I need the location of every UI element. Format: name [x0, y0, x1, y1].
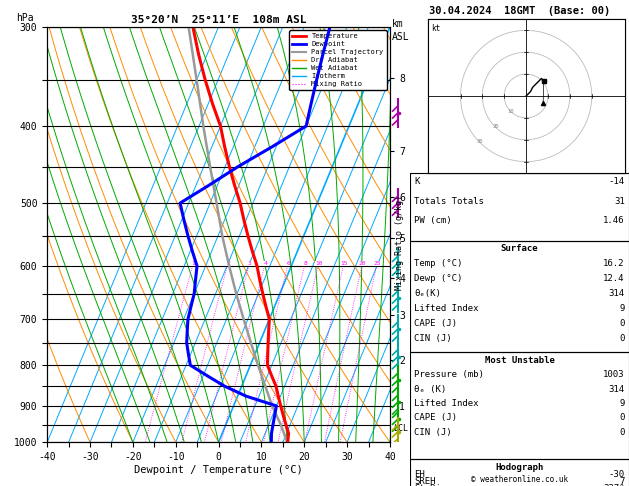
Text: Dewp (°C): Dewp (°C) [415, 274, 463, 283]
Text: SREH: SREH [415, 477, 436, 486]
Text: CIN (J): CIN (J) [415, 428, 452, 436]
Text: StmDir: StmDir [415, 484, 447, 486]
Text: 10: 10 [315, 260, 323, 265]
Text: 30: 30 [477, 139, 484, 144]
Bar [410, 352, 629, 459]
Text: kt: kt [431, 24, 441, 33]
Text: 20: 20 [493, 124, 499, 129]
Text: 31: 31 [614, 197, 625, 206]
Text: 1.46: 1.46 [603, 216, 625, 226]
Text: 20: 20 [359, 260, 366, 265]
Text: Lifted Index: Lifted Index [415, 399, 479, 408]
Text: Totals Totals: Totals Totals [415, 197, 484, 206]
Text: Pressure (mb): Pressure (mb) [415, 370, 484, 380]
Text: θₑ (K): θₑ (K) [415, 385, 447, 394]
Text: 3: 3 [248, 260, 252, 265]
Text: Most Unstable: Most Unstable [484, 356, 555, 365]
Bar [410, 173, 629, 241]
Text: 314: 314 [608, 385, 625, 394]
Text: LCL: LCL [393, 424, 408, 434]
Text: K: K [415, 177, 420, 187]
Text: 0: 0 [619, 319, 625, 328]
Text: 6: 6 [286, 260, 290, 265]
Text: Lifted Index: Lifted Index [415, 304, 479, 313]
Bar [428, 19, 625, 173]
Title: 35°20’N  25°11’E  108m ASL: 35°20’N 25°11’E 108m ASL [131, 15, 306, 25]
Text: -30: -30 [608, 470, 625, 479]
Text: 4: 4 [264, 260, 267, 265]
Text: 337°: 337° [603, 484, 625, 486]
Text: 16.2: 16.2 [603, 260, 625, 268]
Text: Hodograph: Hodograph [496, 463, 543, 472]
Text: © weatheronline.co.uk: © weatheronline.co.uk [471, 474, 568, 484]
Bar [410, 241, 629, 352]
Text: 12.4: 12.4 [603, 274, 625, 283]
X-axis label: Dewpoint / Temperature (°C): Dewpoint / Temperature (°C) [134, 465, 303, 475]
Text: km: km [392, 19, 404, 30]
Text: -14: -14 [608, 177, 625, 187]
Legend: Temperature, Dewpoint, Parcel Trajectory, Dry Adiabat, Wet Adiabat, Isotherm, Mi: Temperature, Dewpoint, Parcel Trajectory… [289, 30, 386, 90]
Text: 0: 0 [619, 334, 625, 343]
Text: Temp (°C): Temp (°C) [415, 260, 463, 268]
Text: 7: 7 [619, 477, 625, 486]
Text: 0: 0 [619, 428, 625, 436]
Text: ASL: ASL [392, 32, 409, 42]
Text: 314: 314 [608, 289, 625, 298]
Text: θₑ(K): θₑ(K) [415, 289, 442, 298]
Text: 15: 15 [340, 260, 348, 265]
Text: PW (cm): PW (cm) [415, 216, 452, 226]
Text: EH: EH [415, 470, 425, 479]
Text: 9: 9 [619, 399, 625, 408]
Text: 1: 1 [191, 260, 195, 265]
Text: 9: 9 [619, 304, 625, 313]
Text: Mixing Ratio (g/kg): Mixing Ratio (g/kg) [395, 195, 404, 291]
Text: 1003: 1003 [603, 370, 625, 380]
Text: Surface: Surface [501, 244, 538, 254]
Text: 8: 8 [303, 260, 307, 265]
Text: CIN (J): CIN (J) [415, 334, 452, 343]
Text: 0: 0 [619, 413, 625, 422]
Text: CAPE (J): CAPE (J) [415, 413, 457, 422]
Text: 25: 25 [374, 260, 381, 265]
Text: 2: 2 [226, 260, 230, 265]
Text: hPa: hPa [16, 13, 34, 22]
Bar [410, 459, 629, 486]
Text: 30.04.2024  18GMT  (Base: 00): 30.04.2024 18GMT (Base: 00) [429, 6, 610, 16]
Text: CAPE (J): CAPE (J) [415, 319, 457, 328]
Text: 10: 10 [508, 109, 514, 114]
